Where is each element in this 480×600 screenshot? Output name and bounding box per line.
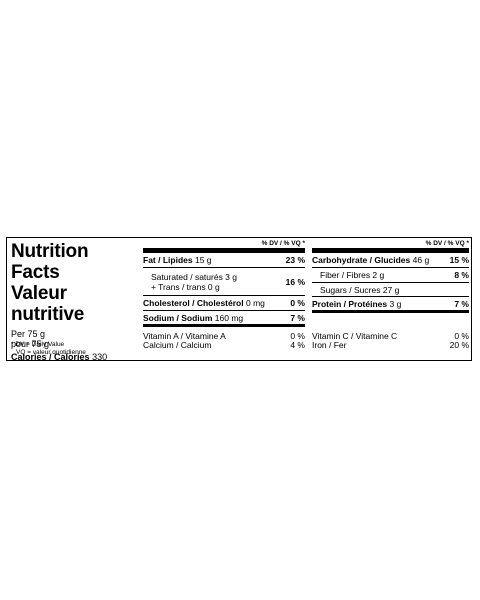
calories-line: Calories / Calories 330: [11, 352, 141, 363]
protein-amount: 3 g: [389, 298, 402, 309]
vitamin-c-label: Vitamin C / Vitamine C: [312, 331, 398, 341]
sodium-pct: 7 %: [290, 312, 305, 323]
serving-size: Per 75 g pour 75 g: [11, 329, 141, 349]
dv-header: % DV / % VQ *: [143, 238, 305, 253]
fiber-row: Fiber / Fibres 2 g 8 %: [312, 268, 469, 283]
saturated-trans-row: Saturated / saturés 3 g + Trans / trans …: [143, 268, 305, 296]
carbohydrate-amount: 46 g: [412, 255, 430, 265]
fat-pct: 23 %: [285, 255, 305, 265]
trans-fat: + Trans / trans 0 g: [151, 281, 220, 292]
protein-label: Protein / Protéines: [312, 298, 388, 309]
protein-pct: 7 %: [454, 298, 469, 309]
calories-value: 330: [92, 352, 108, 362]
fiber-label: Fiber / Fibres 2 g: [320, 270, 385, 280]
serving-size-french: pour 75 g: [11, 339, 50, 349]
title-english: Nutrition Facts: [11, 241, 89, 283]
fat-row: Fat / Lipides 15 g 23 %: [143, 253, 305, 268]
nutrition-facts-panel: Nutrition Facts Valeur nutritive Per 75 …: [6, 237, 472, 363]
sugars-label: Sugars / Sucres 27 g: [320, 284, 400, 295]
vitamin-c-row: Vitamin C / Vitamine C 0 %: [312, 332, 469, 341]
calcium-label: Calcium / Calcium: [143, 340, 212, 350]
sodium-amount: 160 mg: [214, 312, 244, 323]
title-french: Valeur nutritive: [11, 283, 85, 325]
sat-trans-pct: 16 %: [285, 276, 305, 287]
carbohydrate-pct: 15 %: [449, 255, 469, 265]
footnote-vq: VQ = valeur quotidienne: [16, 349, 86, 356]
vitamin-a-label: Vitamin A / Vitamine A: [143, 331, 226, 341]
protein-row: Protein / Protéines 3 g 7 %: [312, 297, 469, 313]
vitamin-a-row: Vitamin A / Vitamine A 0 %: [143, 332, 305, 341]
vitamin-a-pct: 0 %: [290, 331, 305, 341]
sodium-row: Sodium / Sodium 160 mg 7 %: [143, 311, 305, 327]
dv-header-right: % DV / % VQ *: [312, 238, 469, 253]
iron-row: Iron / Fer 20 %: [312, 341, 469, 350]
calcium-pct: 4 %: [290, 340, 305, 350]
fat-amount: 15 g: [194, 255, 212, 265]
carbohydrate-row: Carbohydrate / Glucides 46 g 15 %: [312, 253, 469, 268]
saturated-fat: Saturated / saturés 3 g: [151, 271, 237, 282]
fat-label: Fat / Lipides: [143, 255, 193, 265]
sodium-label: Sodium / Sodium: [143, 312, 213, 323]
sugars-row: Sugars / Sucres 27 g: [312, 283, 469, 297]
iron-label: Iron / Fer: [312, 340, 347, 350]
footnote: * DV = Daily Value VQ = valeur quotidien…: [11, 341, 86, 357]
cholesterol-label: Cholesterol / Cholestérol: [143, 298, 244, 308]
fiber-pct: 8 %: [454, 270, 469, 280]
calcium-row: Calcium / Calcium 4 %: [143, 341, 305, 350]
cholesterol-pct: 0 %: [290, 298, 305, 308]
carbohydrate-label: Carbohydrate / Glucides: [312, 255, 411, 265]
cholesterol-amount: 0 mg: [245, 298, 265, 308]
calories-label: Calories / Calories: [11, 352, 90, 362]
serving-size-english: Per 75 g: [11, 329, 46, 339]
iron-pct: 20 %: [449, 340, 469, 350]
footnote-dv: * DV = Daily Value: [11, 341, 65, 348]
label-heading-block: Nutrition Facts Valeur nutritive Per 75 …: [11, 241, 141, 363]
vitamin-c-pct: 0 %: [454, 331, 469, 341]
nutrient-column-right: % DV / % VQ * Carbohydrate / Glucides 46…: [312, 238, 469, 350]
cholesterol-row: Cholesterol / Cholestérol 0 mg 0 %: [143, 296, 305, 311]
nutrient-column-left: % DV / % VQ * Fat / Lipides 15 g 23 % Sa…: [143, 238, 305, 350]
